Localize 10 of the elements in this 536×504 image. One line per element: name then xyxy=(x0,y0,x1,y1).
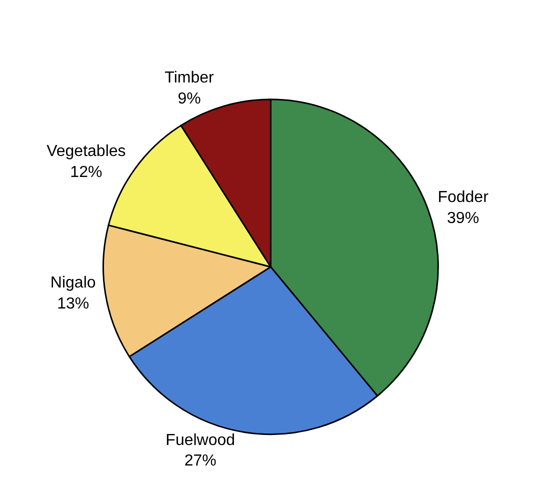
slice-label: Nigalo xyxy=(50,274,96,292)
data-label: 13% xyxy=(57,295,90,312)
data-label: 39% xyxy=(447,210,480,227)
slice-label: Timber xyxy=(164,70,215,87)
slice-label: Fodder xyxy=(438,189,490,206)
slice-label: Fuelwood xyxy=(166,432,236,449)
slice-label: Vegetables xyxy=(46,142,126,160)
data-label: 27% xyxy=(184,452,216,470)
data-label: 12% xyxy=(70,164,102,181)
data-label: 9% xyxy=(178,90,201,108)
